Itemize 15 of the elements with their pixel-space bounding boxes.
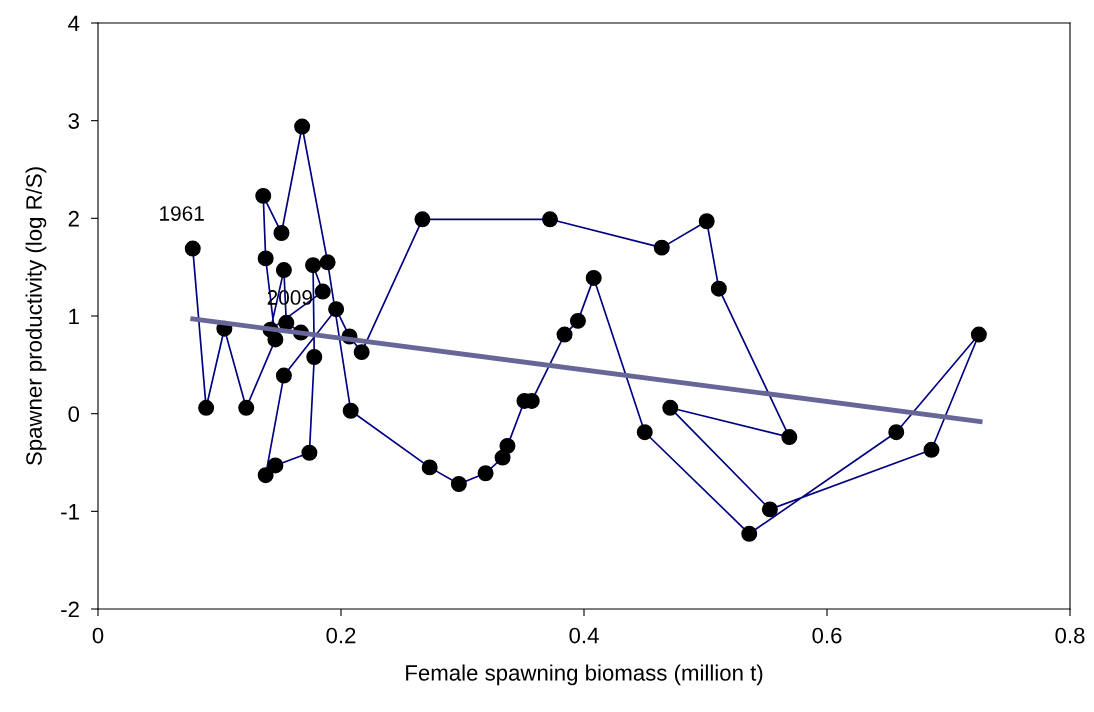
- y-tick-label: 4: [68, 15, 80, 32]
- x-tick-label: 0.8: [1055, 627, 1085, 644]
- y-tick-label: 1: [69, 308, 79, 325]
- x-tick-label: 0.4: [569, 627, 599, 644]
- x-axis-title: Female spawning biomass (million t): [406, 664, 763, 686]
- annotation: 1961: [160, 206, 204, 221]
- y-tick-label: -1: [61, 504, 79, 520]
- y-tick-label: 2: [68, 210, 79, 227]
- y-tick-label: 3: [68, 113, 79, 129]
- x-tick-label: 0.6: [812, 627, 842, 644]
- x-tick-label: 0: [92, 627, 104, 644]
- y-tick-label: -2: [61, 601, 79, 618]
- y-axis-title: Spawner productivity (log R/S): [25, 167, 47, 466]
- x-tick-label: 0.2: [326, 627, 356, 644]
- y-tick-label: 0: [68, 406, 80, 422]
